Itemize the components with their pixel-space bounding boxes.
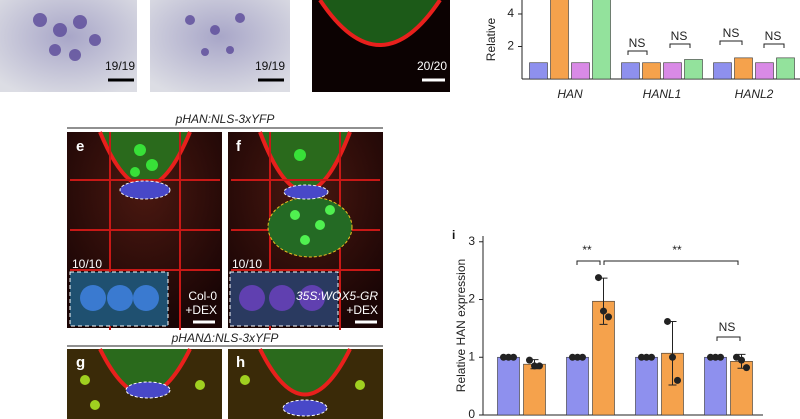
data-point bbox=[707, 353, 714, 361]
x-tick-label: HAN bbox=[557, 87, 583, 101]
data-point bbox=[674, 376, 681, 384]
y-tick-label: 4 bbox=[507, 6, 514, 20]
data-point bbox=[526, 356, 533, 364]
treatment: +DEX bbox=[346, 303, 378, 317]
data-point bbox=[600, 307, 607, 315]
annotation: NS bbox=[671, 29, 688, 43]
panel-letter: i bbox=[452, 228, 455, 242]
y-tick-label: 3 bbox=[468, 234, 475, 248]
bar bbox=[776, 57, 795, 79]
bar bbox=[621, 62, 640, 79]
data-point bbox=[531, 362, 538, 370]
data-point bbox=[664, 317, 671, 325]
data-point bbox=[574, 353, 581, 361]
bracket bbox=[603, 260, 739, 265]
bar bbox=[497, 356, 520, 415]
bracket bbox=[719, 40, 743, 45]
data-point bbox=[648, 353, 655, 361]
image bbox=[0, 0, 137, 92]
bar bbox=[635, 356, 658, 415]
data-point bbox=[579, 353, 586, 361]
bar bbox=[663, 62, 682, 79]
stained-cells bbox=[33, 13, 245, 61]
x-tick-label: HANL2 bbox=[735, 87, 774, 101]
bar bbox=[713, 62, 732, 79]
treatment: +DEX bbox=[185, 303, 217, 317]
y-axis-label: Relative HAN expression bbox=[454, 259, 468, 392]
panel-g bbox=[67, 348, 222, 419]
panel-f bbox=[228, 131, 383, 330]
data-point bbox=[500, 353, 507, 361]
bar bbox=[592, 0, 611, 79]
annotation: NS bbox=[765, 29, 782, 43]
annotation: NS bbox=[723, 26, 740, 40]
bar bbox=[566, 356, 589, 415]
data-point bbox=[643, 353, 650, 361]
data-point bbox=[536, 362, 543, 370]
genotype: Col-0 bbox=[188, 289, 217, 303]
bar bbox=[684, 59, 703, 79]
genotype: 35S:WOX5-GR bbox=[296, 289, 378, 303]
data-point bbox=[638, 353, 645, 361]
data-point bbox=[569, 353, 576, 361]
count: 20/20 bbox=[417, 59, 447, 73]
bar bbox=[529, 62, 548, 79]
image bbox=[150, 0, 290, 92]
data-point bbox=[717, 353, 724, 361]
data-point bbox=[595, 274, 602, 282]
root-outline bbox=[318, 0, 442, 47]
data-point bbox=[605, 313, 612, 321]
data-point bbox=[743, 364, 750, 372]
header: pHANΔ:NLS-3xYFP bbox=[171, 331, 279, 345]
plot bbox=[529, 0, 795, 79]
bracket bbox=[763, 43, 785, 48]
header: pHAN:NLS-3xYFP bbox=[175, 112, 275, 126]
count: 10/10 bbox=[72, 257, 102, 271]
data-point bbox=[505, 353, 512, 361]
bar bbox=[734, 57, 753, 79]
data-point bbox=[738, 356, 745, 364]
panel-letter: g bbox=[76, 354, 85, 371]
count: 10/10 bbox=[232, 257, 262, 271]
bracket bbox=[627, 50, 648, 55]
bar bbox=[550, 0, 569, 79]
bar bbox=[755, 62, 774, 79]
x-tick-label: HANL1 bbox=[643, 87, 682, 101]
y-tick-label: 1 bbox=[468, 349, 475, 363]
annotation: ** bbox=[582, 243, 592, 257]
data-point bbox=[669, 353, 676, 361]
panel-letter: h bbox=[236, 354, 245, 371]
bracket bbox=[716, 336, 741, 341]
bracket bbox=[576, 260, 601, 265]
annotation: ** bbox=[672, 243, 682, 257]
bar bbox=[523, 363, 546, 415]
y-tick-label: 0 bbox=[468, 407, 475, 419]
y-tick-label: 2 bbox=[468, 292, 475, 306]
panel-e bbox=[67, 131, 222, 330]
bar bbox=[642, 62, 661, 79]
bar bbox=[571, 62, 590, 79]
data-point bbox=[510, 353, 517, 361]
plot bbox=[497, 274, 753, 415]
data-point bbox=[712, 353, 719, 361]
panel-letter: f bbox=[236, 138, 242, 155]
panel-h bbox=[228, 348, 383, 419]
bar bbox=[704, 356, 727, 415]
count: 19/19 bbox=[255, 59, 285, 73]
annotation: NS bbox=[719, 320, 736, 334]
panel-letter: e bbox=[76, 138, 84, 155]
y-axis-label: Relative bbox=[484, 18, 498, 62]
annotation: NS bbox=[629, 36, 646, 50]
bracket bbox=[669, 43, 691, 48]
y-tick-label: 2 bbox=[507, 39, 514, 53]
count: 19/19 bbox=[105, 59, 135, 73]
